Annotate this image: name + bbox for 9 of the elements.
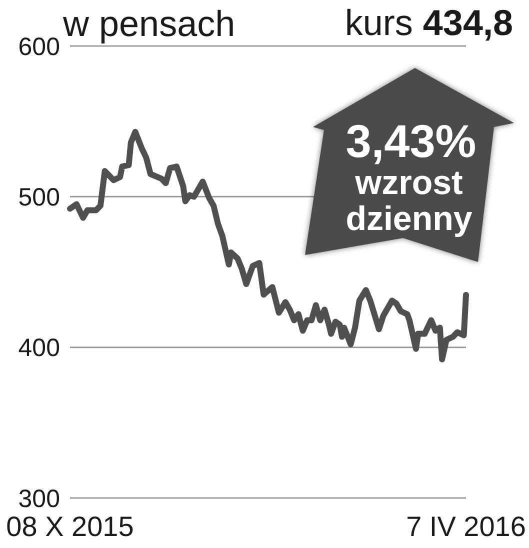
text: kurs 434,8 [344, 2, 513, 43]
y-tick-label: 400 [18, 334, 60, 362]
y-tick-label: 600 [18, 32, 60, 61]
y-axis-title: w pensach [62, 3, 236, 44]
y-tick-label: 500 [18, 183, 60, 212]
x-tick-label: 08 X 2015 [6, 511, 134, 542]
annotation: 3,43% wzrost dzienny [346, 115, 476, 238]
y-tick-label: 300 [18, 484, 60, 513]
x-tick-label: 7 IV 2016 [406, 511, 526, 542]
